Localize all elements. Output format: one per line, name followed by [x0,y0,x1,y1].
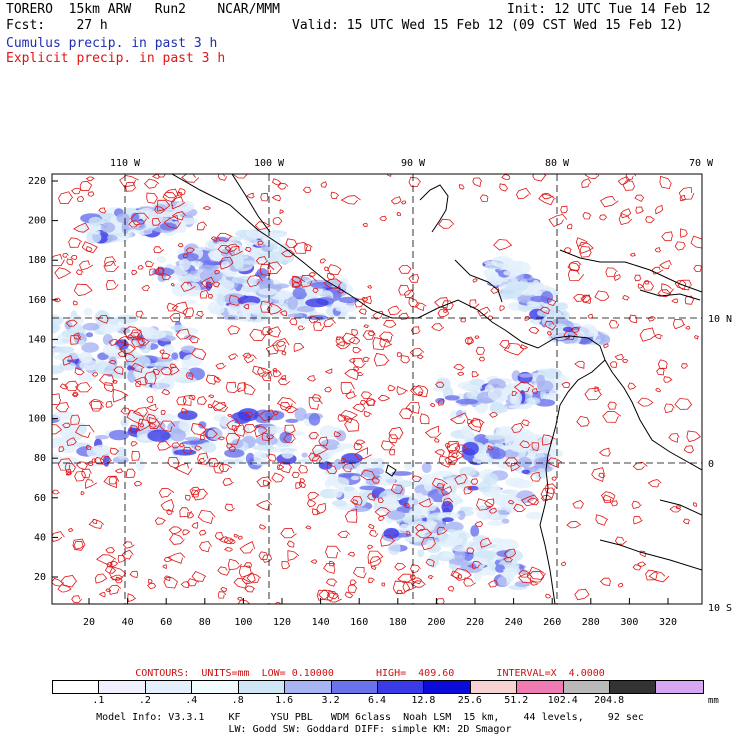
top-longitude-ticks: 110 W 100 W 90 W 80 W 70 W [110,158,714,169]
legend-label: .8 [231,695,244,706]
y-tick: 140 [28,334,46,345]
legend-label: 12.8 [411,695,436,706]
x-tick: 280 [582,617,600,628]
x-tick: 60 [160,617,172,628]
forecast-hour: Fcst: 27 h [6,18,108,33]
x-tick: 300 [620,617,638,628]
y-tick: 120 [28,374,46,385]
x-tick: 100 [234,617,252,628]
x-tick: 260 [543,617,561,628]
lon-tick: 70 W [689,158,714,169]
left-grid-ticks: 220 200 180 160 140 120 100 80 60 40 20 [28,176,58,583]
legend-label: 51.2 [504,695,529,706]
lon-tick: 110 W [110,158,141,169]
x-tick: 240 [505,617,523,628]
cumulus-precip-label: Cumulus precip. in past 3 h [6,36,218,51]
model-title: TORERO 15km ARW Run2 NCAR/MMM [6,2,280,17]
x-tick: 320 [659,617,677,628]
y-tick: 100 [28,414,46,425]
legend-swatch [377,681,425,693]
legend-label: 102.4 [547,695,578,706]
x-tick: 200 [427,617,445,628]
legend-label: .4 [185,695,198,706]
legend-swatch [517,681,564,693]
lat-tick: 0 [708,459,714,470]
x-tick: 80 [199,617,211,628]
legend-label: .2 [138,695,151,706]
legend-swatch [563,681,611,693]
x-tick: 120 [273,617,291,628]
legend-swatch [424,681,471,693]
valid-time: Valid: 15 UTC Wed 15 Feb 12 (09 CST Wed … [292,18,684,33]
y-tick: 20 [34,572,46,583]
legend-swatch [331,681,378,693]
legend-swatch [285,681,332,693]
lon-tick: 100 W [254,158,285,169]
physics-info: LW: Godd SW: Goddard DIFF: simple KM: 2D… [228,724,512,735]
init-time: Init: 12 UTC Tue 14 Feb 12 [507,2,711,17]
legend-swatch [192,681,239,693]
legend-swatch [53,681,100,693]
legend-swatch [145,681,193,693]
right-latitude-ticks: 10 N 0 10 S [708,314,732,614]
contours-info: CONTOURS: UNITS=mm LOW= 0.10000 HIGH= 40… [135,668,605,679]
explicit-precip-label: Explicit precip. in past 3 h [6,51,226,66]
legend-swatch [470,681,518,693]
legend-swatch [656,681,703,693]
x-tick: 20 [83,617,95,628]
legend-label: 25.6 [457,695,482,706]
legend-swatch [99,681,146,693]
y-tick: 200 [28,216,46,227]
y-tick: 180 [28,255,46,266]
model-info: Model Info: V3.3.1 KF YSU PBL WDM 6class… [96,712,644,723]
x-tick: 160 [350,617,368,628]
grid-lines [52,174,702,604]
legend-swatch [610,681,657,693]
bottom-grid-ticks: 20 40 60 80 100 120 140 160 180 200 220 240 260 280 30… [83,598,677,628]
legend-label: 3.2 [321,695,340,706]
legend-label: 204.8 [594,695,625,706]
legend-label: .1 [92,695,105,706]
coastlines [171,174,702,604]
y-tick: 220 [28,176,46,187]
color-legend [52,680,704,694]
lat-tick: 10 S [708,603,732,614]
x-tick: 180 [389,617,407,628]
x-tick: 140 [312,617,330,628]
legend-unit: mm [708,696,719,706]
x-tick: 40 [122,617,134,628]
y-tick: 160 [28,295,46,306]
lat-tick: 10 N [708,314,732,325]
legend-labels: .1 .2 .4 .8 1.6 3.2 6.4 12.8 25.6 51.2 102.4 204.8 [52,695,702,707]
legend-label: 1.6 [275,695,294,706]
y-tick: 60 [34,493,46,504]
lon-tick: 90 W [401,158,426,169]
y-tick: 80 [34,453,46,464]
legend-swatch [238,681,286,693]
lon-tick: 80 W [545,158,570,169]
plot-frame [51,173,703,605]
y-tick: 40 [34,532,46,543]
legend-label: 6.4 [367,695,387,706]
x-tick: 220 [466,617,484,628]
